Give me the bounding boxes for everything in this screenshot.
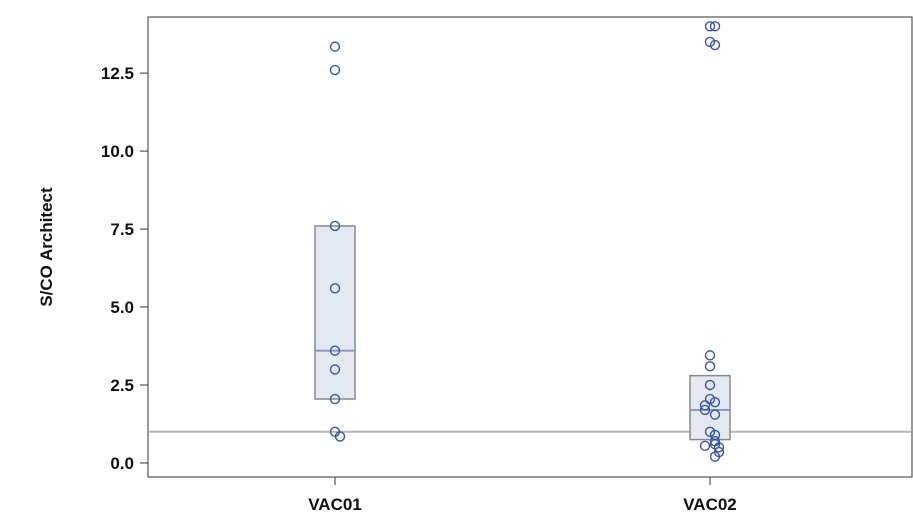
data-points xyxy=(329,21,725,462)
y-tick-label: 7.5 xyxy=(110,220,134,239)
boxes xyxy=(314,225,731,441)
data-point xyxy=(329,345,341,356)
y-tick-label: 10.0 xyxy=(101,142,134,161)
data-point xyxy=(713,442,725,453)
data-point xyxy=(709,21,721,32)
data-point xyxy=(329,393,341,405)
plot-frame xyxy=(147,16,913,478)
data-point xyxy=(329,41,341,52)
data-point xyxy=(704,361,716,372)
data-point xyxy=(329,283,341,294)
y-axis-title: S/CO Architect xyxy=(37,187,56,307)
box-vac02 xyxy=(689,374,731,441)
data-point xyxy=(704,379,716,391)
data-point xyxy=(699,404,711,416)
data-point xyxy=(334,431,346,442)
data-point xyxy=(709,396,721,408)
data-point xyxy=(709,451,721,462)
x-tick-label: VAC01 xyxy=(308,495,362,514)
data-point xyxy=(704,350,716,361)
data-point xyxy=(704,21,716,32)
data-point xyxy=(709,39,721,51)
y-tick-label: 2.5 xyxy=(110,376,134,395)
y-tick-label: 12.5 xyxy=(101,64,134,83)
data-point xyxy=(329,220,341,232)
data-point xyxy=(329,364,341,375)
data-point xyxy=(699,440,711,452)
x-tick-label: VAC02 xyxy=(683,495,737,514)
y-axis: 0.0 2.5 5.0 7.5 10.0 12.5 xyxy=(101,64,148,473)
box-vac01 xyxy=(314,225,356,400)
data-point xyxy=(709,409,721,420)
y-tick-label: 0.0 xyxy=(110,454,134,473)
y-tick-label: 5.0 xyxy=(110,298,134,317)
data-point xyxy=(329,64,341,76)
data-point xyxy=(699,400,711,411)
x-axis: VAC01 VAC02 xyxy=(308,477,737,514)
